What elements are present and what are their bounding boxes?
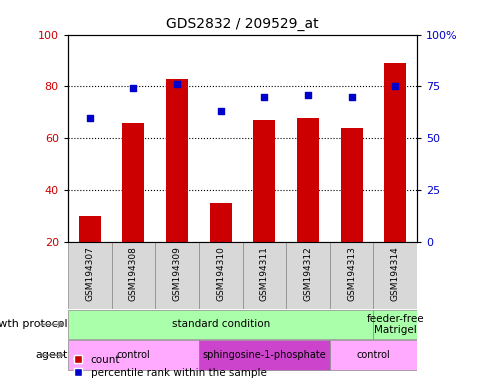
Text: GSM194307: GSM194307 [85, 247, 94, 301]
Bar [166, 79, 188, 242]
Point [129, 85, 137, 91]
Text: GSM194308: GSM194308 [129, 247, 137, 301]
Point [86, 114, 93, 121]
Point [260, 94, 268, 100]
Bar [373, 310, 416, 339]
Point [303, 92, 311, 98]
Point [173, 81, 181, 88]
Text: GSM194310: GSM194310 [216, 247, 225, 301]
Text: feeder-free
Matrigel: feeder-free Matrigel [366, 314, 423, 335]
Point [216, 108, 224, 114]
Bar [122, 123, 144, 242]
Bar [329, 242, 373, 309]
Text: GSM194312: GSM194312 [303, 247, 312, 301]
Bar [209, 203, 231, 242]
Bar [111, 242, 155, 309]
Text: control: control [116, 350, 150, 360]
Bar [198, 242, 242, 309]
Text: GSM194309: GSM194309 [172, 247, 181, 301]
Bar [155, 242, 198, 309]
Point [391, 83, 398, 89]
Bar [340, 128, 362, 242]
Title: GDS2832 / 209529_at: GDS2832 / 209529_at [166, 17, 318, 31]
Text: standard condition: standard condition [171, 319, 269, 329]
Text: agent: agent [35, 350, 68, 360]
Bar [78, 216, 101, 242]
Text: control: control [356, 350, 390, 360]
Point [347, 94, 355, 100]
Bar [383, 63, 405, 242]
Text: growth protocol: growth protocol [0, 319, 68, 329]
Text: GSM194314: GSM194314 [390, 247, 399, 301]
Text: sphingosine-1-phosphate: sphingosine-1-phosphate [202, 350, 326, 360]
Bar [373, 242, 416, 309]
Bar [242, 242, 286, 309]
Bar [198, 341, 329, 370]
Bar [68, 242, 111, 309]
Bar [329, 341, 416, 370]
Bar [253, 120, 275, 242]
Legend: count, percentile rank within the sample: count, percentile rank within the sample [73, 354, 267, 379]
Bar [68, 341, 198, 370]
Bar [296, 118, 318, 242]
Bar [286, 242, 329, 309]
Text: GSM194311: GSM194311 [259, 247, 268, 301]
Text: GSM194313: GSM194313 [347, 247, 355, 301]
Bar [68, 310, 373, 339]
